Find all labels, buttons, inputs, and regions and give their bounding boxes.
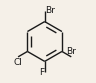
Text: Br: Br	[66, 47, 76, 56]
Text: Cl: Cl	[14, 58, 23, 67]
Text: F: F	[39, 68, 44, 77]
Text: Br: Br	[46, 6, 55, 15]
